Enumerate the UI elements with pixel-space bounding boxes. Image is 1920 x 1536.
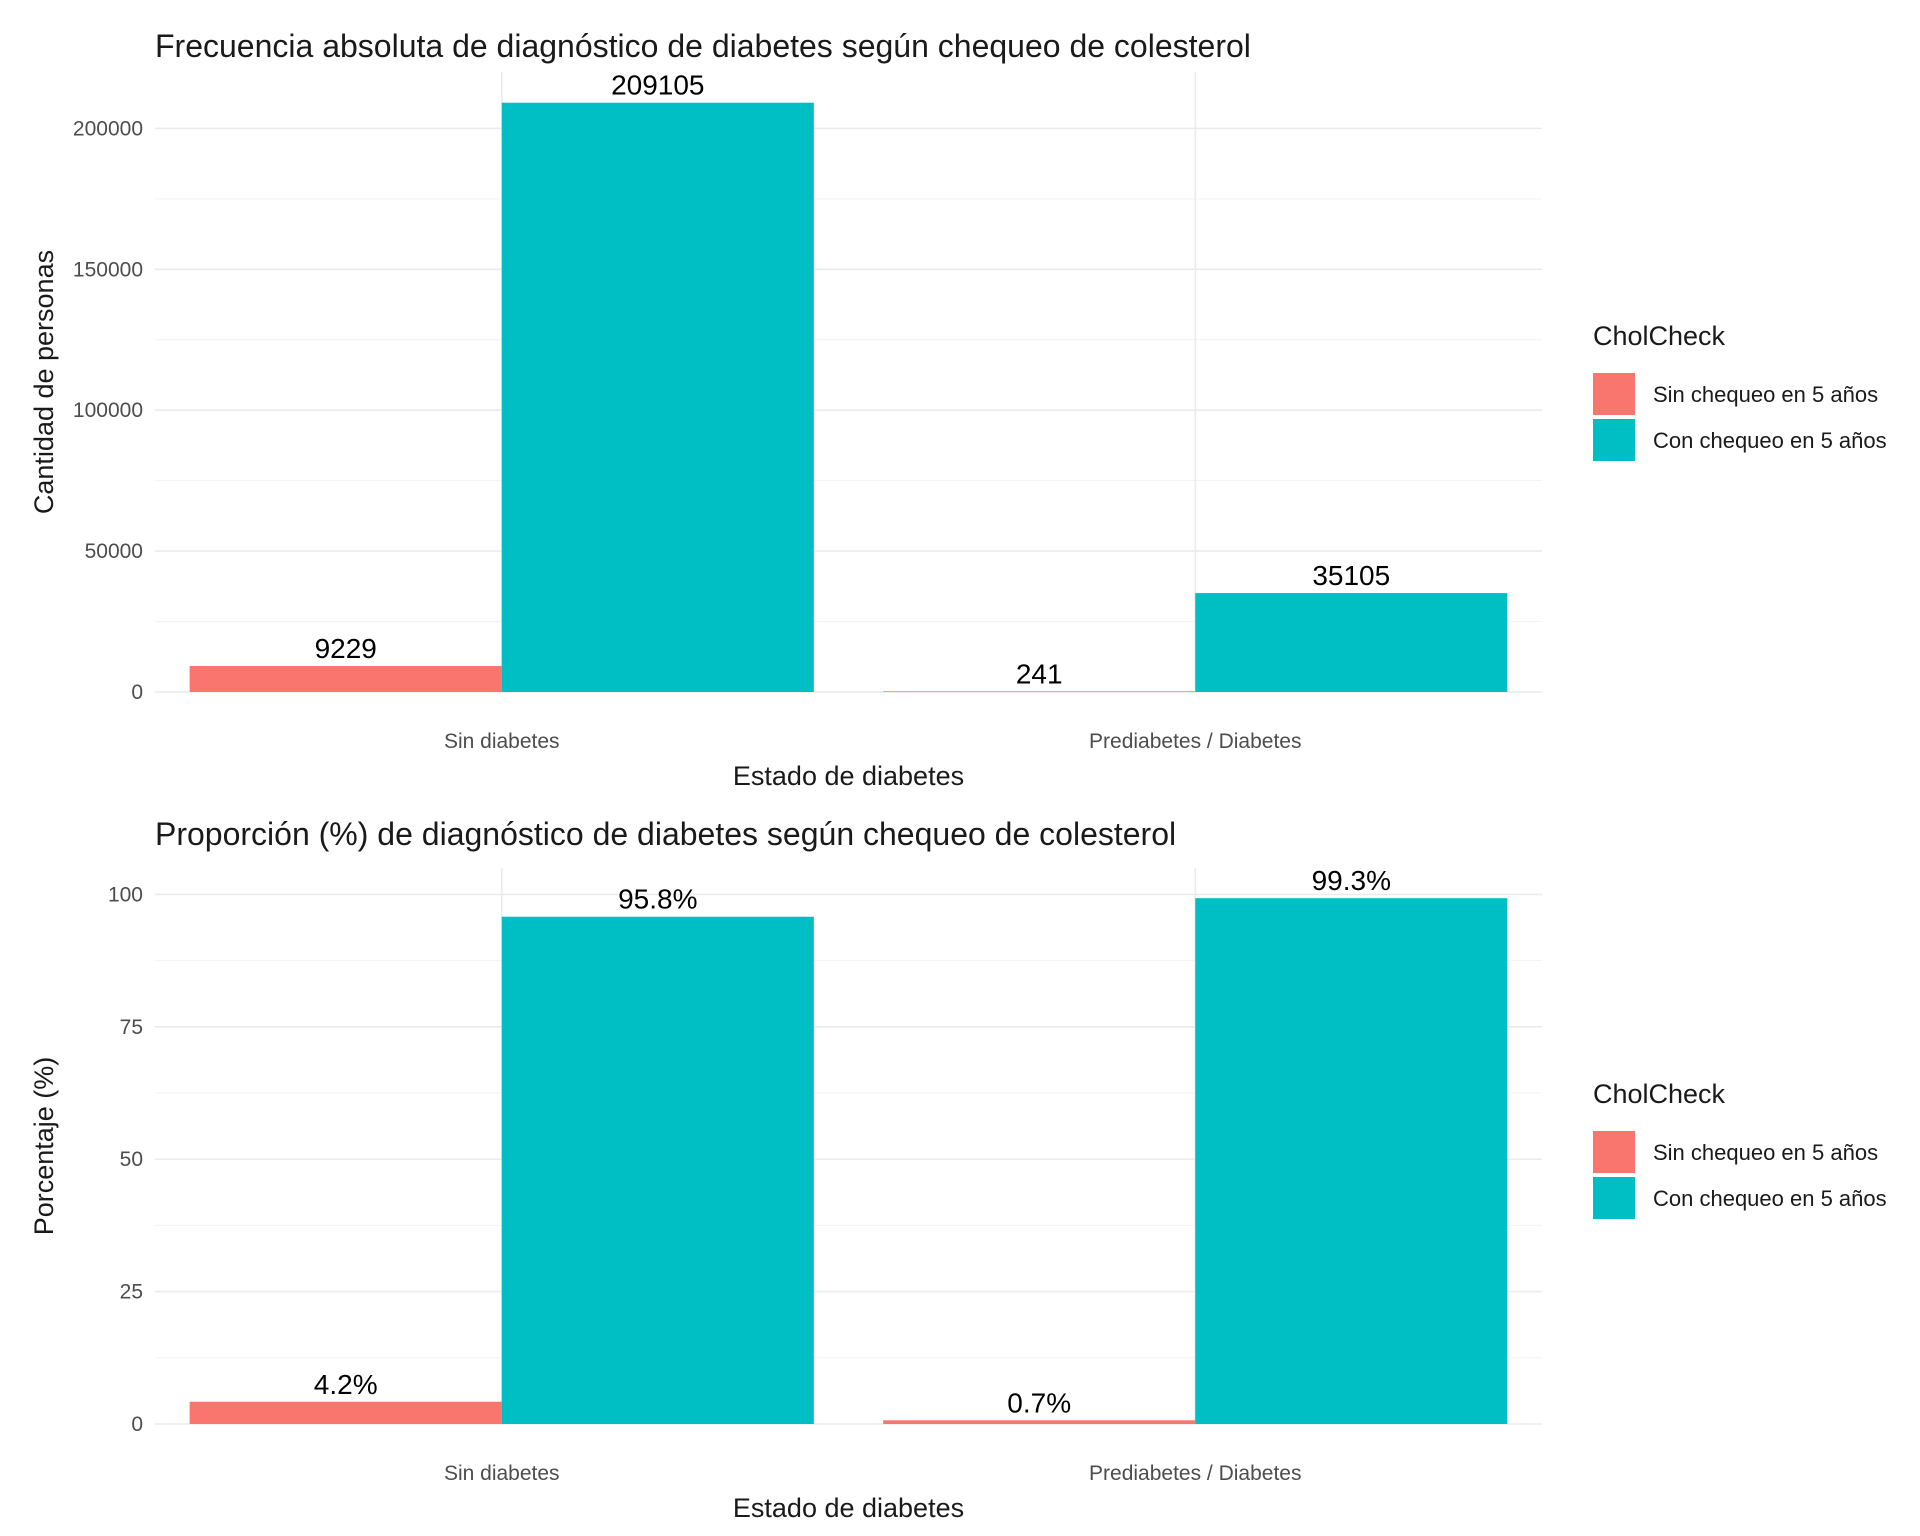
x-axis-title: Estado de diabetes	[733, 761, 964, 791]
y-tick-label: 150000	[73, 258, 143, 281]
y-tick-label: 25	[120, 1281, 143, 1304]
bar-sin-chequeo-2	[883, 691, 1196, 692]
bar-sin-chequeo-1	[189, 1401, 502, 1424]
bar-sin-chequeo-2	[883, 1420, 1196, 1424]
bar-value-label: 35105	[1312, 560, 1390, 591]
x-tick-label: Prediabetes / Diabetes	[1089, 730, 1301, 753]
legend-label: Con chequeo en 5 años	[1653, 428, 1887, 453]
bar-con-chequeo-1	[501, 102, 814, 692]
x-tick-label: Sin diabetes	[444, 1462, 560, 1485]
bar-con-chequeo-2	[1195, 898, 1508, 1424]
chart-panel-2: 0 25 50 75 100 Sin diabetes Prediabetes / Diab…	[29, 816, 1887, 1523]
y-axis-title: Cantidad de personas	[29, 250, 59, 514]
legend-label: Sin chequeo en 5 años	[1653, 1140, 1878, 1165]
chart-title: Proporción (%) de diagnóstico de diabete…	[155, 816, 1176, 852]
bar-sin-chequeo-1	[189, 665, 502, 692]
legend-key-1	[1593, 373, 1635, 415]
legend-title: CholCheck	[1593, 1079, 1726, 1109]
chart-panel-1: 0 50000 100000 150000 200000 Sin diabetes Pred…	[29, 28, 1887, 791]
legend-key-1	[1593, 1131, 1635, 1173]
chart-title: Frecuencia absoluta de diagnóstico de di…	[155, 28, 1251, 64]
y-tick-label: 200000	[73, 117, 143, 140]
bar-value-label: 9229	[315, 633, 377, 664]
legend-label: Sin chequeo en 5 años	[1653, 382, 1878, 407]
y-tick-label: 100	[108, 883, 143, 906]
legend-key-2	[1593, 1177, 1635, 1219]
legend-label: Con chequeo en 5 años	[1653, 1186, 1887, 1211]
legend: CholCheck Sin chequeo en 5 años Con cheque…	[1593, 1079, 1887, 1219]
y-tick-label: 0	[131, 681, 143, 704]
legend-title: CholCheck	[1593, 321, 1726, 351]
bar-value-label: 4.2%	[314, 1369, 378, 1400]
bar-value-label: 209105	[611, 70, 704, 101]
y-tick-label: 50	[120, 1148, 143, 1171]
y-axis-title: Porcentaje (%)	[29, 1057, 59, 1236]
y-tick-label: 50000	[85, 540, 143, 563]
x-tick-label: Sin diabetes	[444, 730, 560, 753]
legend-key-2	[1593, 419, 1635, 461]
bar-value-label: 0.7%	[1007, 1387, 1071, 1418]
bar-value-label: 241	[1016, 658, 1063, 689]
y-tick-label: 75	[120, 1016, 143, 1039]
y-tick-label: 100000	[73, 399, 143, 422]
bar-con-chequeo-2	[1195, 593, 1508, 692]
x-tick-label: Prediabetes / Diabetes	[1089, 1462, 1301, 1485]
bar-value-label: 95.8%	[618, 884, 697, 915]
bar-con-chequeo-1	[501, 916, 814, 1424]
x-axis-title: Estado de diabetes	[733, 1493, 964, 1523]
bar-value-label: 99.3%	[1312, 865, 1391, 896]
legend: CholCheck Sin chequeo en 5 años Con cheque…	[1593, 321, 1887, 461]
y-tick-label: 0	[131, 1413, 143, 1436]
